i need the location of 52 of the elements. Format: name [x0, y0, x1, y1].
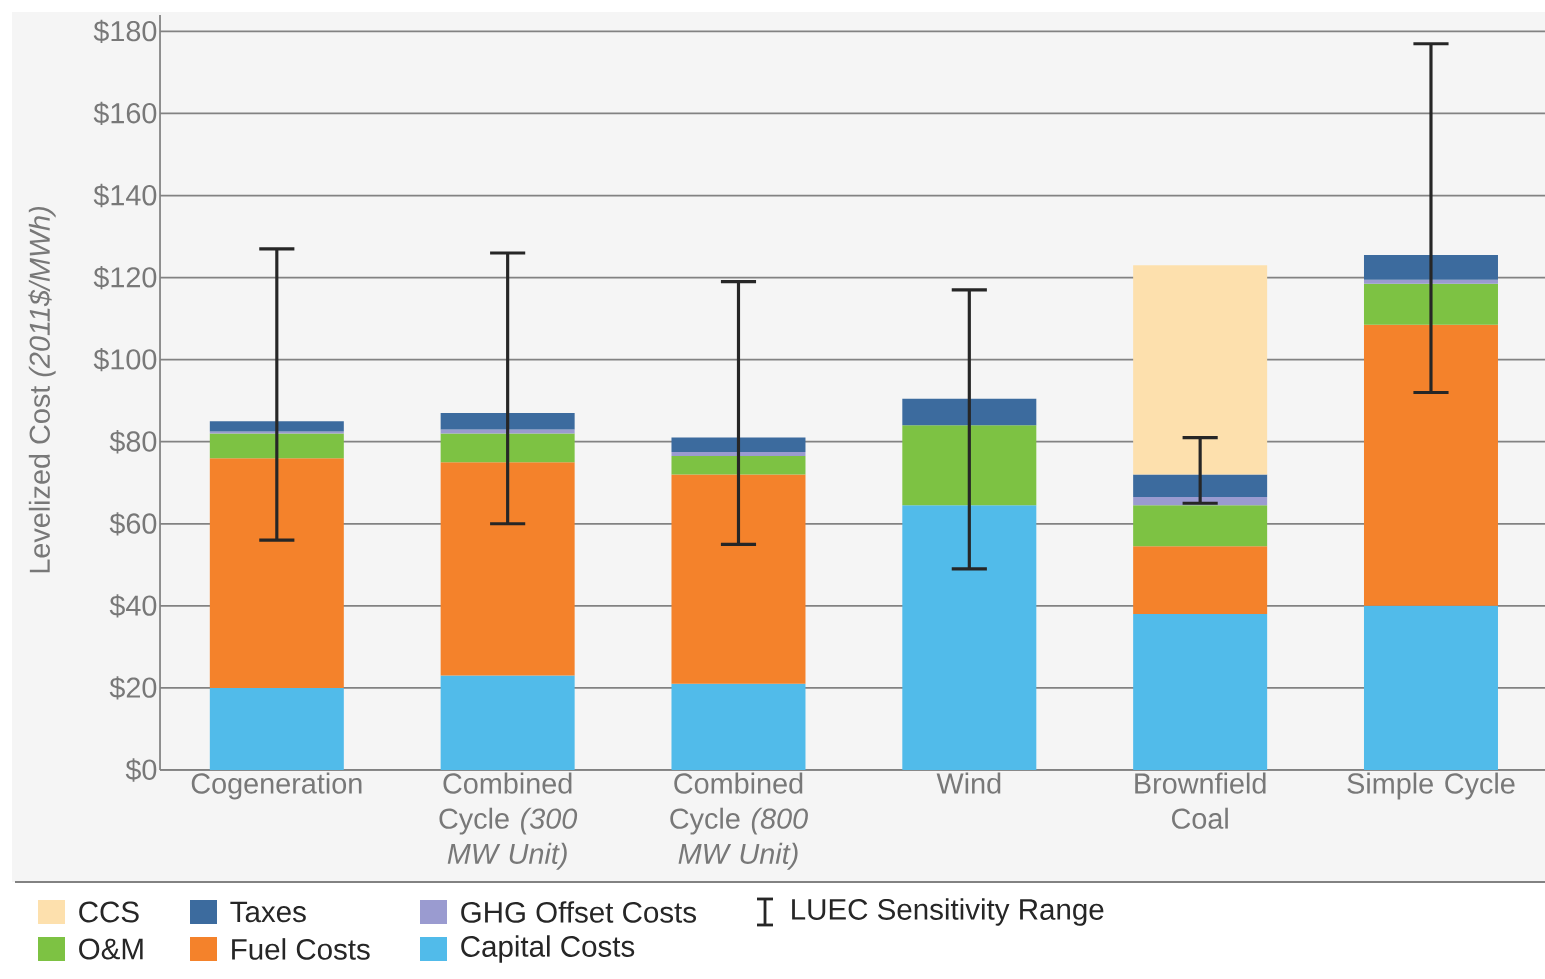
bar	[1363, 605, 1498, 770]
x-tick-label: Combined Cycle (800 MW Unit)	[670, 772, 808, 870]
x-tick-label: Wind	[936, 772, 1001, 794]
bar	[671, 683, 806, 770]
legend-label: Taxes	[230, 901, 306, 923]
bar	[902, 505, 1037, 770]
bar	[209, 433, 344, 459]
x-tick-label: Cogeneration	[191, 772, 362, 800]
x-tick-label: Combined Cycle (300 MW Unit)	[439, 772, 578, 870]
bar	[209, 687, 344, 770]
y-tick-label: $140	[93, 183, 157, 208]
legend-label: Capital Costs	[461, 935, 635, 963]
legend-label: Fuel Costs	[232, 938, 370, 960]
bar	[440, 413, 575, 430]
bar	[440, 433, 575, 463]
bar	[1133, 614, 1268, 770]
bar	[209, 421, 344, 432]
legend-label: CCS	[79, 901, 139, 923]
bar	[671, 437, 806, 452]
y-tick-label: $80	[109, 430, 157, 454]
y-axis-title: Levelized Cost (2011$/MWh)	[28, 206, 56, 573]
y-tick-label: $60	[109, 512, 157, 536]
bar	[209, 431, 344, 434]
bar	[671, 451, 806, 457]
y-tick-label: $180	[93, 19, 157, 44]
legend-label: O&M	[79, 938, 143, 960]
bar	[902, 398, 1037, 426]
bar	[209, 458, 344, 688]
y-tick-label: $160	[93, 101, 157, 126]
bar	[671, 474, 806, 684]
y-tick-label: $0	[125, 758, 157, 782]
bar	[1363, 255, 1498, 280]
bar	[1133, 474, 1268, 498]
bar	[1363, 283, 1498, 325]
bar	[1133, 265, 1268, 475]
text: LUEC Sensitivity Range	[792, 898, 1104, 926]
bar	[1133, 546, 1268, 615]
bar	[671, 456, 806, 475]
bar	[1363, 279, 1498, 284]
bar	[440, 429, 575, 434]
y-tick-label: $100	[93, 348, 157, 372]
x-tick-label: Brownfield Coal	[1135, 772, 1266, 829]
bar	[440, 462, 575, 676]
legend-label: GHG Offset Costs	[461, 901, 697, 923]
y-tick-label: $20	[109, 676, 157, 700]
bar	[440, 675, 575, 770]
bar	[1363, 324, 1498, 606]
y-tick-label: $120	[93, 265, 157, 290]
bar	[902, 425, 1037, 506]
bar	[1133, 505, 1268, 547]
x-tick-label: Simple Cycle	[1347, 772, 1515, 800]
y-tick-label: $40	[109, 594, 157, 618]
